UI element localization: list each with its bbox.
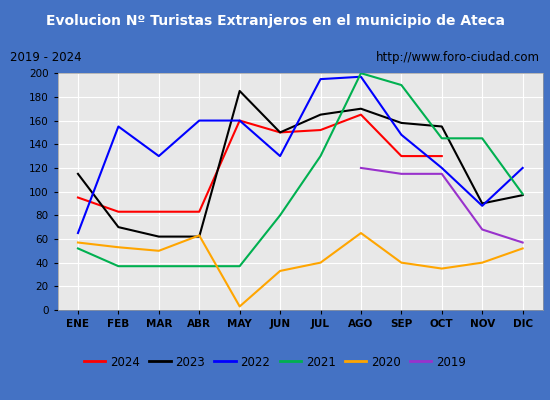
2020 xyxy=(236,304,243,309)
Text: http://www.foro-ciudad.com: http://www.foro-ciudad.com xyxy=(376,51,540,64)
2021 xyxy=(479,136,486,141)
Legend: 2024, 2023, 2022, 2021, 2020, 2019: 2024, 2023, 2022, 2021, 2020, 2019 xyxy=(79,351,471,373)
2021 xyxy=(236,264,243,268)
Line: 2022: 2022 xyxy=(78,77,522,233)
2019 xyxy=(519,240,526,245)
2023 xyxy=(438,124,445,129)
Line: 2019: 2019 xyxy=(361,168,522,242)
2024 xyxy=(115,209,122,214)
2023 xyxy=(519,193,526,198)
2023 xyxy=(358,106,364,111)
2020 xyxy=(317,260,324,265)
2024 xyxy=(75,195,81,200)
2023 xyxy=(317,112,324,117)
Line: 2020: 2020 xyxy=(78,233,522,306)
2022 xyxy=(398,132,405,137)
2024 xyxy=(196,209,202,214)
2024 xyxy=(438,154,445,158)
2022 xyxy=(196,118,202,123)
2024 xyxy=(398,154,405,158)
2019 xyxy=(479,227,486,232)
2022 xyxy=(358,74,364,79)
2020 xyxy=(196,233,202,238)
2021 xyxy=(438,136,445,141)
2023 xyxy=(236,88,243,93)
2024 xyxy=(358,112,364,117)
2021 xyxy=(75,246,81,251)
2020 xyxy=(398,260,405,265)
2022 xyxy=(317,77,324,82)
Line: 2024: 2024 xyxy=(78,115,442,212)
2021 xyxy=(196,264,202,268)
2020 xyxy=(438,266,445,271)
2019 xyxy=(358,166,364,170)
2020 xyxy=(519,246,526,251)
2024 xyxy=(317,128,324,132)
2022 xyxy=(75,231,81,236)
2023 xyxy=(479,201,486,206)
2021 xyxy=(398,83,405,88)
Line: 2023: 2023 xyxy=(78,91,522,236)
2023 xyxy=(75,172,81,176)
Text: Evolucion Nº Turistas Extranjeros en el municipio de Ateca: Evolucion Nº Turistas Extranjeros en el … xyxy=(46,14,504,28)
Text: 2019 - 2024: 2019 - 2024 xyxy=(10,51,82,64)
2020 xyxy=(156,248,162,253)
2019 xyxy=(438,172,445,176)
2021 xyxy=(156,264,162,268)
2021 xyxy=(277,213,283,218)
2023 xyxy=(196,234,202,239)
2020 xyxy=(479,260,486,265)
2024 xyxy=(156,209,162,214)
2024 xyxy=(236,118,243,123)
Line: 2021: 2021 xyxy=(78,73,522,266)
2021 xyxy=(317,154,324,158)
2023 xyxy=(115,225,122,230)
2023 xyxy=(398,120,405,125)
2024 xyxy=(277,130,283,135)
2022 xyxy=(438,166,445,170)
2023 xyxy=(277,130,283,135)
2021 xyxy=(358,71,364,76)
2020 xyxy=(75,240,81,245)
2020 xyxy=(358,231,364,236)
2020 xyxy=(115,245,122,250)
2022 xyxy=(236,118,243,123)
2022 xyxy=(519,166,526,170)
2022 xyxy=(277,154,283,158)
2019 xyxy=(398,172,405,176)
2021 xyxy=(519,192,526,196)
2022 xyxy=(156,154,162,158)
2022 xyxy=(115,124,122,129)
2022 xyxy=(479,204,486,208)
2021 xyxy=(115,264,122,268)
2023 xyxy=(156,234,162,239)
2020 xyxy=(277,268,283,273)
